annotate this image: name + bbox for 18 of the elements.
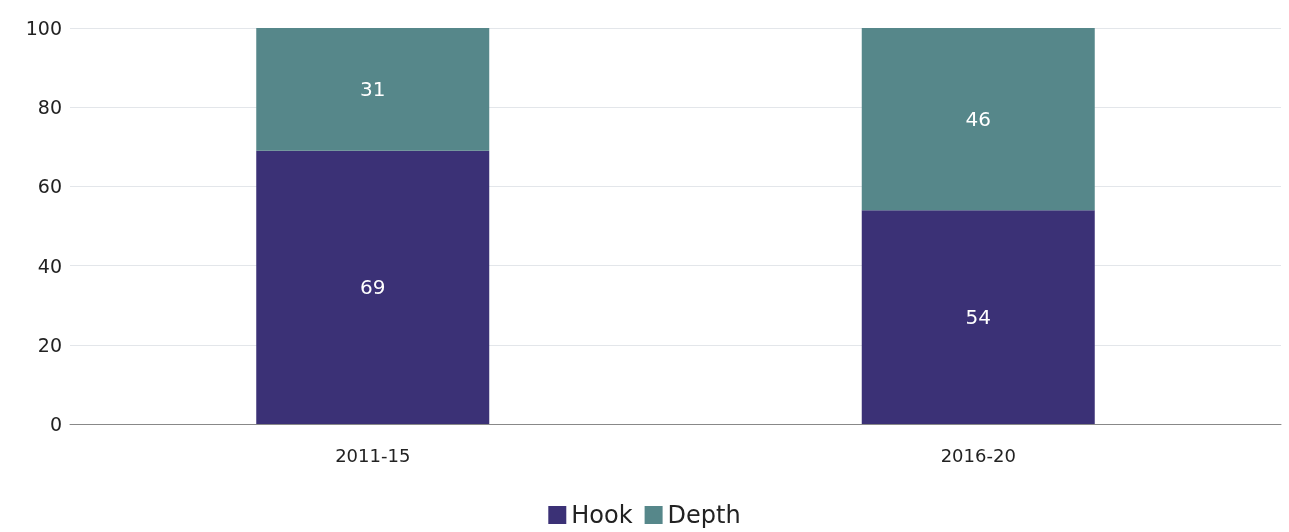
x-tick-label: 2011-15 xyxy=(335,444,411,466)
data-label: 31 xyxy=(360,77,386,102)
y-tick-label: 40 xyxy=(37,254,62,277)
y-tick-label: 0 xyxy=(49,413,62,435)
data-label: 54 xyxy=(965,305,991,330)
x-tick-label: 2016-20 xyxy=(940,444,1016,466)
y-tick-label: 100 xyxy=(25,17,62,39)
y-tick-label: 80 xyxy=(37,96,62,119)
bar xyxy=(256,28,490,151)
bar xyxy=(861,210,1095,424)
legend-label: Hook xyxy=(571,501,633,529)
data-label: 46 xyxy=(965,107,991,132)
legend-label: Depth xyxy=(667,501,741,529)
data-label: 69 xyxy=(360,275,386,300)
y-tick-label: 60 xyxy=(37,175,62,198)
bar xyxy=(861,28,1095,211)
bar xyxy=(256,150,490,424)
y-tick-label: 20 xyxy=(37,333,62,356)
